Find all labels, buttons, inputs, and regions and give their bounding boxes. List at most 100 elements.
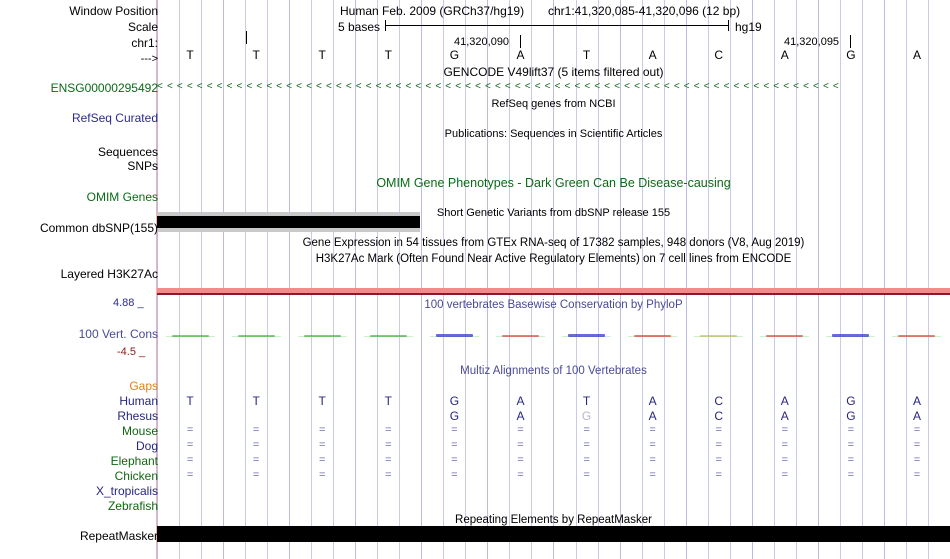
- reference-base: A: [780, 48, 789, 62]
- label-100-vert-cons[interactable]: 100 Vert. Cons: [78, 327, 158, 341]
- phylop-bar[interactable]: [501, 335, 539, 337]
- alignment-match-mark: =: [715, 469, 722, 481]
- label-snps[interactable]: SNPs: [127, 159, 158, 173]
- label-strand: --->: [140, 53, 158, 65]
- position-tick-label: 41,320,095: [784, 36, 840, 48]
- track-title-refseq[interactable]: RefSeq genes from NCBI: [491, 98, 616, 110]
- species-base: G: [449, 394, 460, 408]
- label-chrom: chr1:: [131, 36, 158, 50]
- phylop-conservation-chart[interactable]: [157, 310, 950, 360]
- track-title-repeatmasker[interactable]: Repeating Elements by RepeatMasker: [455, 514, 652, 526]
- label-scale: Scale: [127, 20, 158, 34]
- phylop-bar[interactable]: [634, 335, 672, 337]
- track-title-h3k27ac[interactable]: H3K27Ac Mark (Often Found Near Active Re…: [315, 253, 792, 265]
- track-title-omim[interactable]: OMIM Gene Phenotypes - Dark Green Can Be…: [376, 176, 731, 190]
- label-gencode-gene[interactable]: ENSG00000295492: [50, 81, 158, 95]
- species-label-mouse[interactable]: Mouse: [121, 424, 158, 438]
- alignment-match-mark: =: [583, 454, 590, 466]
- alignment-match-mark: =: [385, 469, 392, 481]
- alignment-match-mark: =: [385, 439, 392, 451]
- phylop-bar[interactable]: [898, 335, 936, 337]
- species-label-dog[interactable]: Dog: [135, 439, 158, 453]
- phylop-bar[interactable]: [171, 335, 209, 337]
- phylop-bar[interactable]: [435, 334, 473, 337]
- reference-base: T: [318, 48, 326, 62]
- alignment-match-mark: =: [583, 439, 590, 451]
- position-tick-row: 41,320,090 41,320,095: [0, 31, 950, 51]
- alignment-match-mark: =: [847, 454, 855, 466]
- species-base: A: [780, 409, 789, 423]
- species-base: G: [846, 394, 856, 408]
- position-tick-mark: [246, 31, 247, 44]
- label-layered-h3k27ac[interactable]: Layered H3K27Ac: [60, 267, 158, 281]
- alignment-match-mark: =: [451, 454, 458, 466]
- track-title-gencode[interactable]: GENCODE V49lift37 (5 items filtered out): [443, 65, 664, 79]
- phylop-bar[interactable]: [369, 335, 407, 337]
- alignment-match-mark: =: [649, 424, 656, 436]
- alignment-match-mark: =: [252, 424, 260, 436]
- species-base: A: [648, 409, 657, 423]
- phylop-bar[interactable]: [832, 334, 870, 337]
- phylop-bar[interactable]: [700, 335, 738, 337]
- position-tick-mark: [520, 35, 521, 48]
- label-omim-genes[interactable]: OMIM Genes: [86, 190, 158, 204]
- reference-base: T: [582, 48, 591, 62]
- phylop-bar[interactable]: [568, 334, 606, 337]
- species-label-human[interactable]: Human: [119, 394, 158, 408]
- species-label-x_tropicalis[interactable]: X_tropicalis: [95, 484, 158, 498]
- alignment-match-mark: =: [186, 454, 194, 466]
- species-label-gaps[interactable]: Gaps: [129, 379, 158, 393]
- species-base-row: = = = = = = = = = = = =: [157, 440, 950, 454]
- alignment-match-mark: =: [252, 439, 260, 451]
- label-common-dbsnp[interactable]: Common dbSNP(155): [39, 221, 158, 235]
- alignment-match-mark: =: [517, 439, 524, 451]
- scale-bar-label: 5 bases: [338, 20, 381, 34]
- alignment-match-mark: =: [781, 454, 788, 466]
- alignment-match-mark: =: [385, 454, 392, 466]
- phylop-bar[interactable]: [237, 335, 275, 337]
- alignment-match-mark: =: [715, 454, 722, 466]
- alignment-match-mark: =: [451, 424, 458, 436]
- alignment-match-mark: =: [715, 424, 722, 436]
- repeatmasker-feature-bar[interactable]: [157, 526, 950, 542]
- alignment-match-mark: =: [781, 439, 788, 451]
- alignment-match-mark: =: [318, 439, 326, 451]
- species-base: C: [714, 394, 724, 408]
- position-tick-label: 41,320,090: [454, 36, 510, 48]
- alignment-match-mark: =: [583, 424, 590, 436]
- species-base: G: [846, 409, 856, 423]
- track-title-publications[interactable]: Publications: Sequences in Scientific Ar…: [444, 128, 663, 140]
- track-title-multiz[interactable]: Multiz Alignments of 100 Vertebrates: [460, 365, 647, 377]
- track-title-gtex[interactable]: Gene Expression in 54 tissues from GTEx …: [302, 237, 805, 249]
- species-base: A: [516, 394, 525, 408]
- species-base: G: [581, 409, 592, 423]
- phylop-bar[interactable]: [303, 335, 341, 337]
- species-base: T: [384, 394, 392, 408]
- reference-base: T: [186, 48, 194, 62]
- label-sequences[interactable]: Sequences: [97, 145, 158, 159]
- alignment-match-mark: =: [781, 469, 788, 481]
- gencode-transcript-arrows[interactable]: <<<<<<<<<<<<<<<<<<<<<<<<<<<<<<<<<<<<<<<<…: [157, 82, 843, 91]
- alignment-match-mark: =: [451, 439, 458, 451]
- species-label-elephant[interactable]: Elephant: [110, 454, 158, 468]
- alignment-match-mark: =: [649, 439, 656, 451]
- species-base-row: [157, 500, 950, 514]
- label-repeatmasker[interactable]: RepeatMasker: [79, 529, 158, 543]
- reference-base: T: [252, 48, 260, 62]
- alignment-match-mark: =: [913, 469, 921, 481]
- phylop-bar[interactable]: [766, 335, 804, 337]
- species-label-chicken[interactable]: Chicken: [114, 469, 158, 483]
- alignment-match-mark: =: [649, 469, 656, 481]
- dbsnp-feature-bar[interactable]: [157, 216, 420, 228]
- h3k27ac-baseline: [157, 293, 950, 295]
- cons-axis-max: 4.88 _: [113, 297, 144, 309]
- label-refseq-curated[interactable]: RefSeq Curated: [71, 111, 158, 125]
- species-label-rhesus[interactable]: Rhesus: [117, 409, 158, 423]
- alignment-match-mark: =: [186, 469, 194, 481]
- species-base: C: [714, 409, 724, 423]
- species-label-zebrafish[interactable]: Zebrafish: [107, 499, 158, 513]
